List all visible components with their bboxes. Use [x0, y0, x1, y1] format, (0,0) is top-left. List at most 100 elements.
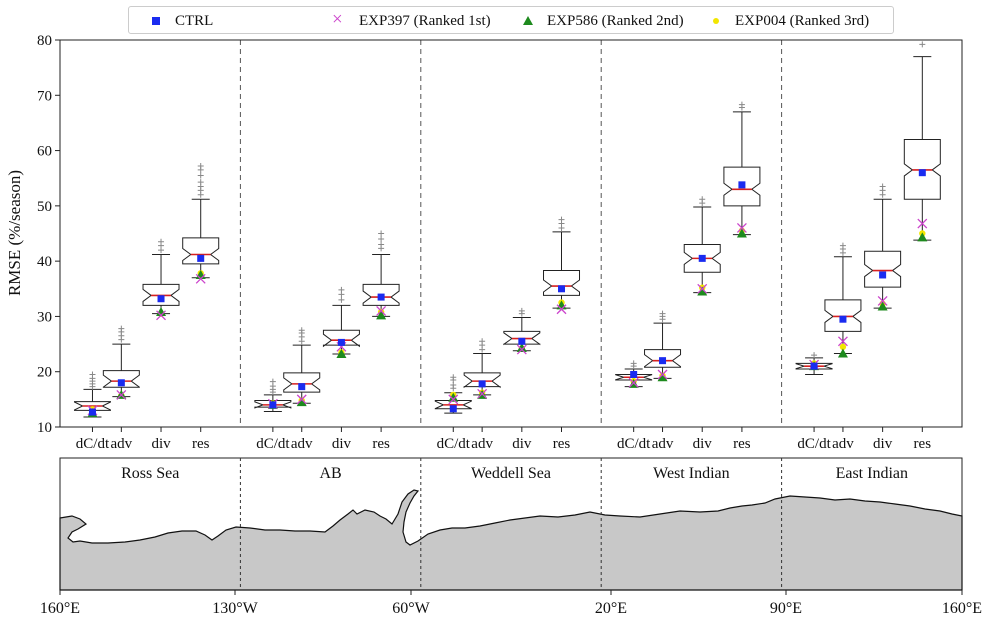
ctrl-point [337, 338, 345, 346]
x-tick-label: div [512, 436, 532, 452]
y-tick-label: 70 [37, 88, 52, 104]
exp586-point [697, 286, 708, 296]
lon-tick-label: 160°E [40, 600, 80, 617]
ctrl-point [197, 254, 205, 262]
box [142, 283, 180, 306]
ctrl-point [88, 408, 96, 416]
x-tick-label: div [332, 436, 352, 452]
box [543, 270, 581, 296]
exp586-point [516, 342, 527, 352]
exp397-point [156, 310, 166, 321]
lon-tick-label: 130°W [212, 600, 258, 617]
map-region-label: AB [319, 465, 341, 482]
exp586-point [837, 348, 848, 358]
exp586-point [477, 389, 488, 399]
legend-label-exp004: EXP004 (Ranked 3rd) [735, 12, 870, 29]
box [683, 244, 721, 273]
lon-tick-label: 60°W [392, 600, 430, 617]
flier-point [158, 247, 165, 254]
flier-point [738, 104, 745, 111]
flier-point [378, 241, 385, 248]
x-tick-label: res [553, 436, 571, 452]
flier-point [378, 245, 385, 252]
legend-item-exp004: EXP004 (Ranked 3rd) [707, 12, 869, 30]
exp586-point [877, 301, 888, 311]
ctrl-point [738, 181, 746, 189]
y-tick-label: 20 [37, 365, 52, 381]
x-tick-label: adv [652, 436, 674, 452]
chart-legend: CTRL × EXP397 (Ranked 1st) EXP586 (Ranke… [128, 6, 894, 34]
exp586-point [556, 300, 567, 310]
ctrl-point [698, 254, 706, 262]
flier-point [879, 191, 886, 198]
exp586-point [448, 392, 459, 402]
x-tick-label: adv [832, 436, 854, 452]
x-tick-label: dC/dt [256, 436, 290, 452]
ctrl-point [518, 337, 526, 345]
box [73, 401, 111, 411]
dot-marker-icon [707, 12, 725, 30]
flier-point [158, 242, 165, 249]
legend-label-exp586: EXP586 (Ranked 2nd) [547, 12, 684, 29]
flier-point [738, 101, 745, 108]
flier-point [699, 196, 706, 203]
exp397-point [267, 398, 278, 409]
flier-point [197, 191, 204, 198]
flier-point [839, 242, 846, 249]
flier-point [518, 307, 525, 314]
exp004-point [810, 360, 818, 367]
flier-point [450, 381, 457, 388]
ctrl-point [918, 169, 926, 177]
flier-point [659, 313, 666, 320]
x-tick-label: adv [291, 436, 313, 452]
flier-point [118, 325, 125, 332]
box [903, 139, 941, 200]
ctrl-point [298, 383, 306, 391]
flier-point [298, 338, 305, 345]
x-tick-label: res [914, 436, 932, 452]
flier-point [89, 383, 96, 390]
ctrl-point [377, 293, 385, 301]
ctrl-point [449, 405, 457, 413]
flier-point [197, 179, 204, 186]
plot-frame [59, 39, 963, 428]
lon-tick-label: 20°E [595, 600, 627, 617]
exp586-point [628, 378, 639, 388]
exp397-point [837, 336, 848, 347]
flier-point [479, 346, 486, 353]
flier-point [659, 316, 666, 323]
flier-point [378, 230, 385, 237]
box [254, 399, 292, 409]
exp586-point [296, 397, 307, 407]
map-region-label: Ross Sea [121, 465, 179, 482]
flier-point [479, 338, 486, 345]
ctrl-point [839, 315, 847, 323]
map-panel [59, 457, 963, 591]
box [615, 373, 653, 381]
flier-point [839, 245, 846, 252]
flier-point [839, 249, 846, 256]
ctrl-point [630, 370, 638, 378]
exp397-point [448, 394, 459, 405]
exp004-point [478, 389, 486, 396]
flier-point [338, 291, 345, 298]
box [723, 166, 761, 207]
ctrl-point [810, 362, 818, 370]
ctrl-point [659, 357, 667, 365]
exp004-point [738, 227, 746, 234]
legend-item-exp397: × EXP397 (Ranked 1st) [331, 9, 491, 30]
exp397-point [556, 304, 567, 315]
flier-point [298, 330, 305, 337]
legend-label-ctrl: CTRL [175, 12, 214, 29]
ctrl-point [879, 271, 887, 279]
exp397-point [195, 273, 206, 284]
y-tick-label: 40 [37, 254, 52, 270]
flier-point [118, 332, 125, 339]
y-tick-label: 10 [37, 420, 52, 436]
exp586-point [336, 349, 347, 359]
exp004-point [518, 345, 526, 352]
x-tick-label: dC/dt [797, 436, 831, 452]
box [322, 329, 360, 348]
ctrl-point [157, 295, 165, 303]
flier-point [630, 360, 637, 367]
